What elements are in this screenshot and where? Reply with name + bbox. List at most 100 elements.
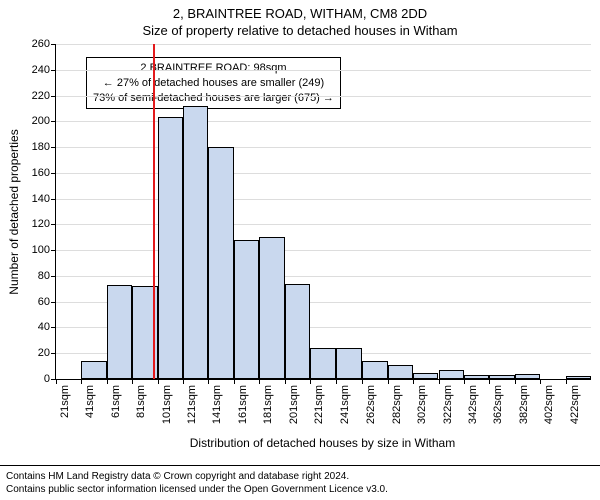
- annotation-line: ← 27% of detached houses are smaller (24…: [93, 76, 334, 91]
- xtick-label: 221sqm: [313, 385, 325, 424]
- ytick-label: 120: [32, 218, 50, 230]
- gridline: [56, 121, 591, 122]
- marker-line: [153, 44, 155, 379]
- ytick-mark: [51, 353, 56, 354]
- xtick-mark: [107, 379, 108, 384]
- histogram-bar: [515, 374, 540, 379]
- ytick-mark: [51, 121, 56, 122]
- xtick-mark: [540, 379, 541, 384]
- gridline: [56, 70, 591, 71]
- xtick-mark: [132, 379, 133, 384]
- xtick-mark: [336, 379, 337, 384]
- xtick-label: 282sqm: [391, 385, 403, 424]
- footer-line: Contains public sector information licen…: [6, 483, 594, 496]
- xtick-label: 21sqm: [59, 385, 71, 418]
- histogram-bar: [310, 348, 335, 379]
- ytick-mark: [51, 302, 56, 303]
- annotation-box: 2 BRAINTREE ROAD: 98sqm ← 27% of detache…: [86, 57, 341, 110]
- histogram-bar: [566, 376, 591, 379]
- ytick-mark: [51, 327, 56, 328]
- histogram-bar: [439, 370, 464, 379]
- xtick-mark: [234, 379, 235, 384]
- plot-area: 2 BRAINTREE ROAD: 98sqm ← 27% of detache…: [55, 44, 591, 380]
- gridline: [56, 147, 591, 148]
- xtick-mark: [310, 379, 311, 384]
- xtick-mark: [158, 379, 159, 384]
- xtick-mark: [208, 379, 209, 384]
- histogram-bar: [107, 285, 132, 379]
- xtick-mark: [464, 379, 465, 384]
- xtick-label: 362sqm: [492, 385, 504, 424]
- annotation-line: 73% of semi-detached houses are larger (…: [93, 91, 334, 106]
- ytick-label: 200: [32, 115, 50, 127]
- xtick-label: 262sqm: [365, 385, 377, 424]
- ytick-mark: [51, 44, 56, 45]
- ytick-label: 80: [38, 270, 50, 282]
- xtick-label: 402sqm: [543, 385, 555, 424]
- histogram-bar: [285, 284, 310, 379]
- ytick-label: 0: [44, 373, 50, 385]
- xtick-mark: [413, 379, 414, 384]
- histogram-bar: [208, 147, 233, 379]
- ytick-label: 260: [32, 38, 50, 50]
- ytick-mark: [51, 199, 56, 200]
- ytick-mark: [51, 70, 56, 71]
- ytick-label: 180: [32, 141, 50, 153]
- xtick-label: 41sqm: [84, 385, 96, 418]
- histogram-bar: [489, 375, 514, 379]
- gridline: [56, 44, 591, 45]
- chart-subtitle: Size of property relative to detached ho…: [0, 21, 600, 38]
- ytick-mark: [51, 173, 56, 174]
- gridline: [56, 173, 591, 174]
- xtick-mark: [81, 379, 82, 384]
- histogram-bar: [158, 117, 183, 379]
- gridline: [56, 276, 591, 277]
- xtick-mark: [566, 379, 567, 384]
- ytick-label: 140: [32, 193, 50, 205]
- xtick-mark: [259, 379, 260, 384]
- xtick-label: 61sqm: [110, 385, 122, 418]
- xtick-mark: [285, 379, 286, 384]
- ytick-label: 40: [38, 321, 50, 333]
- xtick-mark: [362, 379, 363, 384]
- xtick-label: 342sqm: [467, 385, 479, 424]
- annotation-line: 2 BRAINTREE ROAD: 98sqm: [93, 61, 334, 76]
- xtick-mark: [56, 379, 57, 384]
- gridline: [56, 96, 591, 97]
- histogram-bar: [336, 348, 363, 379]
- xtick-mark: [515, 379, 516, 384]
- xtick-mark: [183, 379, 184, 384]
- xtick-label: 422sqm: [569, 385, 581, 424]
- footer: Contains HM Land Registry data © Crown c…: [0, 465, 600, 500]
- histogram-bar: [388, 365, 413, 379]
- xtick-label: 141sqm: [211, 385, 223, 424]
- ytick-label: 100: [32, 244, 50, 256]
- xtick-label: 241sqm: [339, 385, 351, 424]
- footer-line: Contains HM Land Registry data © Crown c…: [6, 470, 594, 483]
- ytick-mark: [51, 250, 56, 251]
- xtick-label: 81sqm: [135, 385, 147, 418]
- ytick-label: 220: [32, 90, 50, 102]
- ytick-label: 60: [38, 296, 50, 308]
- xtick-mark: [388, 379, 389, 384]
- ytick-label: 240: [32, 64, 50, 76]
- histogram-bar: [413, 373, 438, 379]
- xtick-label: 181sqm: [262, 385, 274, 424]
- xtick-label: 161sqm: [237, 385, 249, 424]
- xtick-label: 121sqm: [186, 385, 198, 424]
- ytick-mark: [51, 276, 56, 277]
- histogram-bar: [259, 237, 284, 379]
- chart-container: 2, BRAINTREE ROAD, WITHAM, CM8 2DD Size …: [0, 0, 600, 500]
- ytick-mark: [51, 96, 56, 97]
- gridline: [56, 224, 591, 225]
- y-axis-label: Number of detached properties: [7, 129, 21, 294]
- histogram-bar: [464, 375, 489, 379]
- ytick-label: 20: [38, 347, 50, 359]
- xtick-mark: [489, 379, 490, 384]
- histogram-bar: [81, 361, 106, 379]
- chart-title: 2, BRAINTREE ROAD, WITHAM, CM8 2DD: [0, 0, 600, 21]
- x-axis-label: Distribution of detached houses by size …: [190, 436, 455, 450]
- ytick-mark: [51, 224, 56, 225]
- xtick-label: 382sqm: [518, 385, 530, 424]
- xtick-mark: [439, 379, 440, 384]
